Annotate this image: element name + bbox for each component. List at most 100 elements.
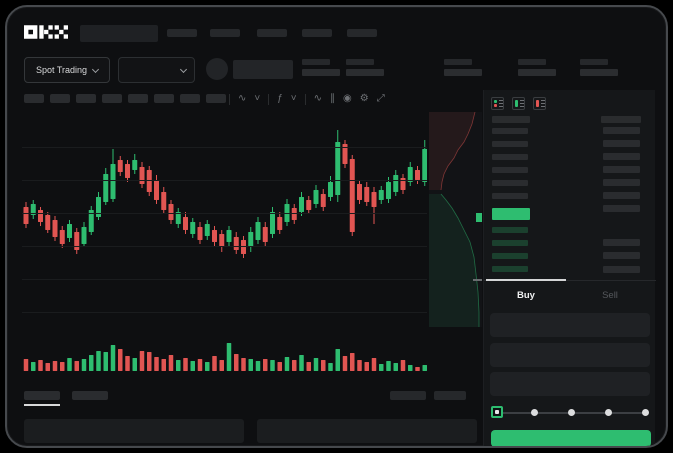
- market-type-label: Spot Trading: [35, 65, 88, 75]
- candle: [190, 218, 196, 238]
- ticker-stat: [518, 59, 558, 83]
- orderbook-trade-panel: Buy Sell: [483, 90, 656, 446]
- toolbar-divider: [229, 93, 230, 105]
- ask-price-bar[interactable]: [492, 141, 528, 147]
- chevron-down-icon: [179, 65, 188, 73]
- bid-price-bar[interactable]: [492, 253, 528, 259]
- place-order-button[interactable]: [491, 430, 651, 446]
- stat-label-placeholder: [580, 59, 608, 65]
- volume-bar: [52, 361, 58, 371]
- chevron-down-icon: [91, 65, 100, 73]
- volume-bar: [45, 363, 50, 371]
- book-line: [499, 106, 503, 107]
- volume-bar: [60, 362, 65, 371]
- tab-sell[interactable]: Sell: [602, 290, 618, 301]
- orderbook-layout-split-icon[interactable]: [491, 97, 504, 110]
- ask-price-bar[interactable]: [492, 193, 528, 199]
- camera-icon[interactable]: ◉: [343, 93, 352, 104]
- orderbook-amount-bar[interactable]: [603, 127, 640, 134]
- slider-stop-dot[interactable]: [567, 409, 575, 416]
- gridline: [22, 246, 427, 247]
- okx-logo[interactable]: [24, 24, 68, 40]
- nav-item-placeholder[interactable]: [302, 29, 332, 37]
- chart-type-icon[interactable]: ∿: [238, 93, 247, 104]
- candle: [125, 160, 130, 182]
- slider-stop-dot[interactable]: [530, 409, 538, 416]
- orderbook-layout-asks-icon[interactable]: [533, 97, 546, 110]
- candle: [110, 149, 116, 202]
- ask-price-bar[interactable]: [492, 180, 528, 186]
- nav-item-placeholder[interactable]: [257, 29, 287, 37]
- interval-button[interactable]: [50, 94, 70, 103]
- bottom-action-placeholder[interactable]: [390, 391, 426, 400]
- layers-icon[interactable]: ∥: [330, 93, 336, 104]
- indicators-icon[interactable]: ƒ: [277, 93, 283, 104]
- interval-button[interactable]: [180, 94, 200, 103]
- slider-stop-dot[interactable]: [604, 409, 612, 416]
- stat-value-placeholder: [444, 69, 482, 76]
- line-tool-icon[interactable]: ∿: [313, 93, 323, 104]
- interval-button[interactable]: [76, 94, 96, 103]
- candle: [45, 212, 51, 233]
- bid-price-bar[interactable]: [492, 240, 528, 246]
- volume-bar: [205, 362, 210, 371]
- settings-gear-icon[interactable]: ⚙: [359, 93, 369, 104]
- orderbook-amount-bar[interactable]: [603, 166, 640, 173]
- volume-bar: [234, 354, 239, 371]
- interval-button[interactable]: [102, 94, 122, 103]
- orderbook-amount-bar[interactable]: [603, 252, 640, 259]
- orderbook-layout-bids-icon[interactable]: [512, 97, 525, 110]
- bottom-tab[interactable]: [72, 391, 108, 400]
- candle: [313, 185, 319, 208]
- orderbook-amount-bar[interactable]: [603, 140, 640, 147]
- interval-button[interactable]: [128, 94, 148, 103]
- order-form-field[interactable]: [490, 313, 650, 337]
- volume-bar: [197, 359, 203, 371]
- orderbook-amount-bar[interactable]: [603, 192, 640, 199]
- candle: [30, 200, 36, 219]
- chevron-down-icon[interactable]: ˅: [290, 93, 297, 104]
- stat-label-placeholder: [444, 59, 472, 65]
- gridline: [22, 147, 427, 148]
- tab-buy[interactable]: Buy: [517, 290, 535, 301]
- bottom-action-placeholder[interactable]: [434, 391, 466, 400]
- pair-selector-dropdown[interactable]: [118, 57, 195, 83]
- fullscreen-icon[interactable]: ⤢: [376, 93, 385, 104]
- okx-app-window: Spot Trading ∿ ˅ ƒ ˅ ∿ ∥ ◉ ⚙ ⤢ Buy Sell: [5, 5, 668, 448]
- nav-item-placeholder[interactable]: [347, 29, 377, 37]
- interval-button[interactable]: [206, 94, 226, 103]
- gridline: [22, 213, 427, 214]
- pair-name-placeholder[interactable]: [233, 60, 293, 79]
- orderbook-amount-bar[interactable]: [603, 266, 640, 273]
- orderbook-amount-bar[interactable]: [603, 153, 640, 160]
- orderbook-amount-bar[interactable]: [603, 239, 640, 246]
- orderbook-amount-bar[interactable]: [603, 179, 640, 186]
- volume-bar: [176, 360, 181, 371]
- order-form-field[interactable]: [490, 343, 650, 367]
- slider-handle[interactable]: [491, 406, 503, 418]
- candle: [146, 166, 152, 196]
- bid-price-bar[interactable]: [492, 266, 528, 272]
- last-price-bar[interactable]: [492, 208, 530, 220]
- volume-bar: [103, 352, 108, 371]
- ticker-stat: [580, 59, 620, 83]
- order-form-field[interactable]: [490, 372, 650, 396]
- ask-price-bar[interactable]: [492, 167, 528, 173]
- slider-stop-dot[interactable]: [641, 409, 649, 416]
- candlestick-chart[interactable]: [22, 112, 442, 332]
- candle: [400, 174, 406, 194]
- orderbook-amount-bar[interactable]: [603, 205, 640, 212]
- bid-price-bar[interactable]: [492, 227, 528, 233]
- chevron-down-icon[interactable]: ˅: [254, 93, 261, 104]
- bottom-tab[interactable]: [24, 391, 60, 400]
- market-type-selector[interactable]: Spot Trading: [24, 57, 110, 83]
- interval-button[interactable]: [24, 94, 44, 103]
- volume-bar: [364, 362, 369, 371]
- stat-value-placeholder: [580, 69, 618, 76]
- candle: [364, 182, 370, 206]
- nav-item-placeholder[interactable]: [210, 29, 240, 37]
- nav-item-placeholder[interactable]: [167, 29, 197, 37]
- interval-button[interactable]: [154, 94, 174, 103]
- ask-price-bar[interactable]: [492, 154, 528, 160]
- ask-price-bar[interactable]: [492, 128, 528, 134]
